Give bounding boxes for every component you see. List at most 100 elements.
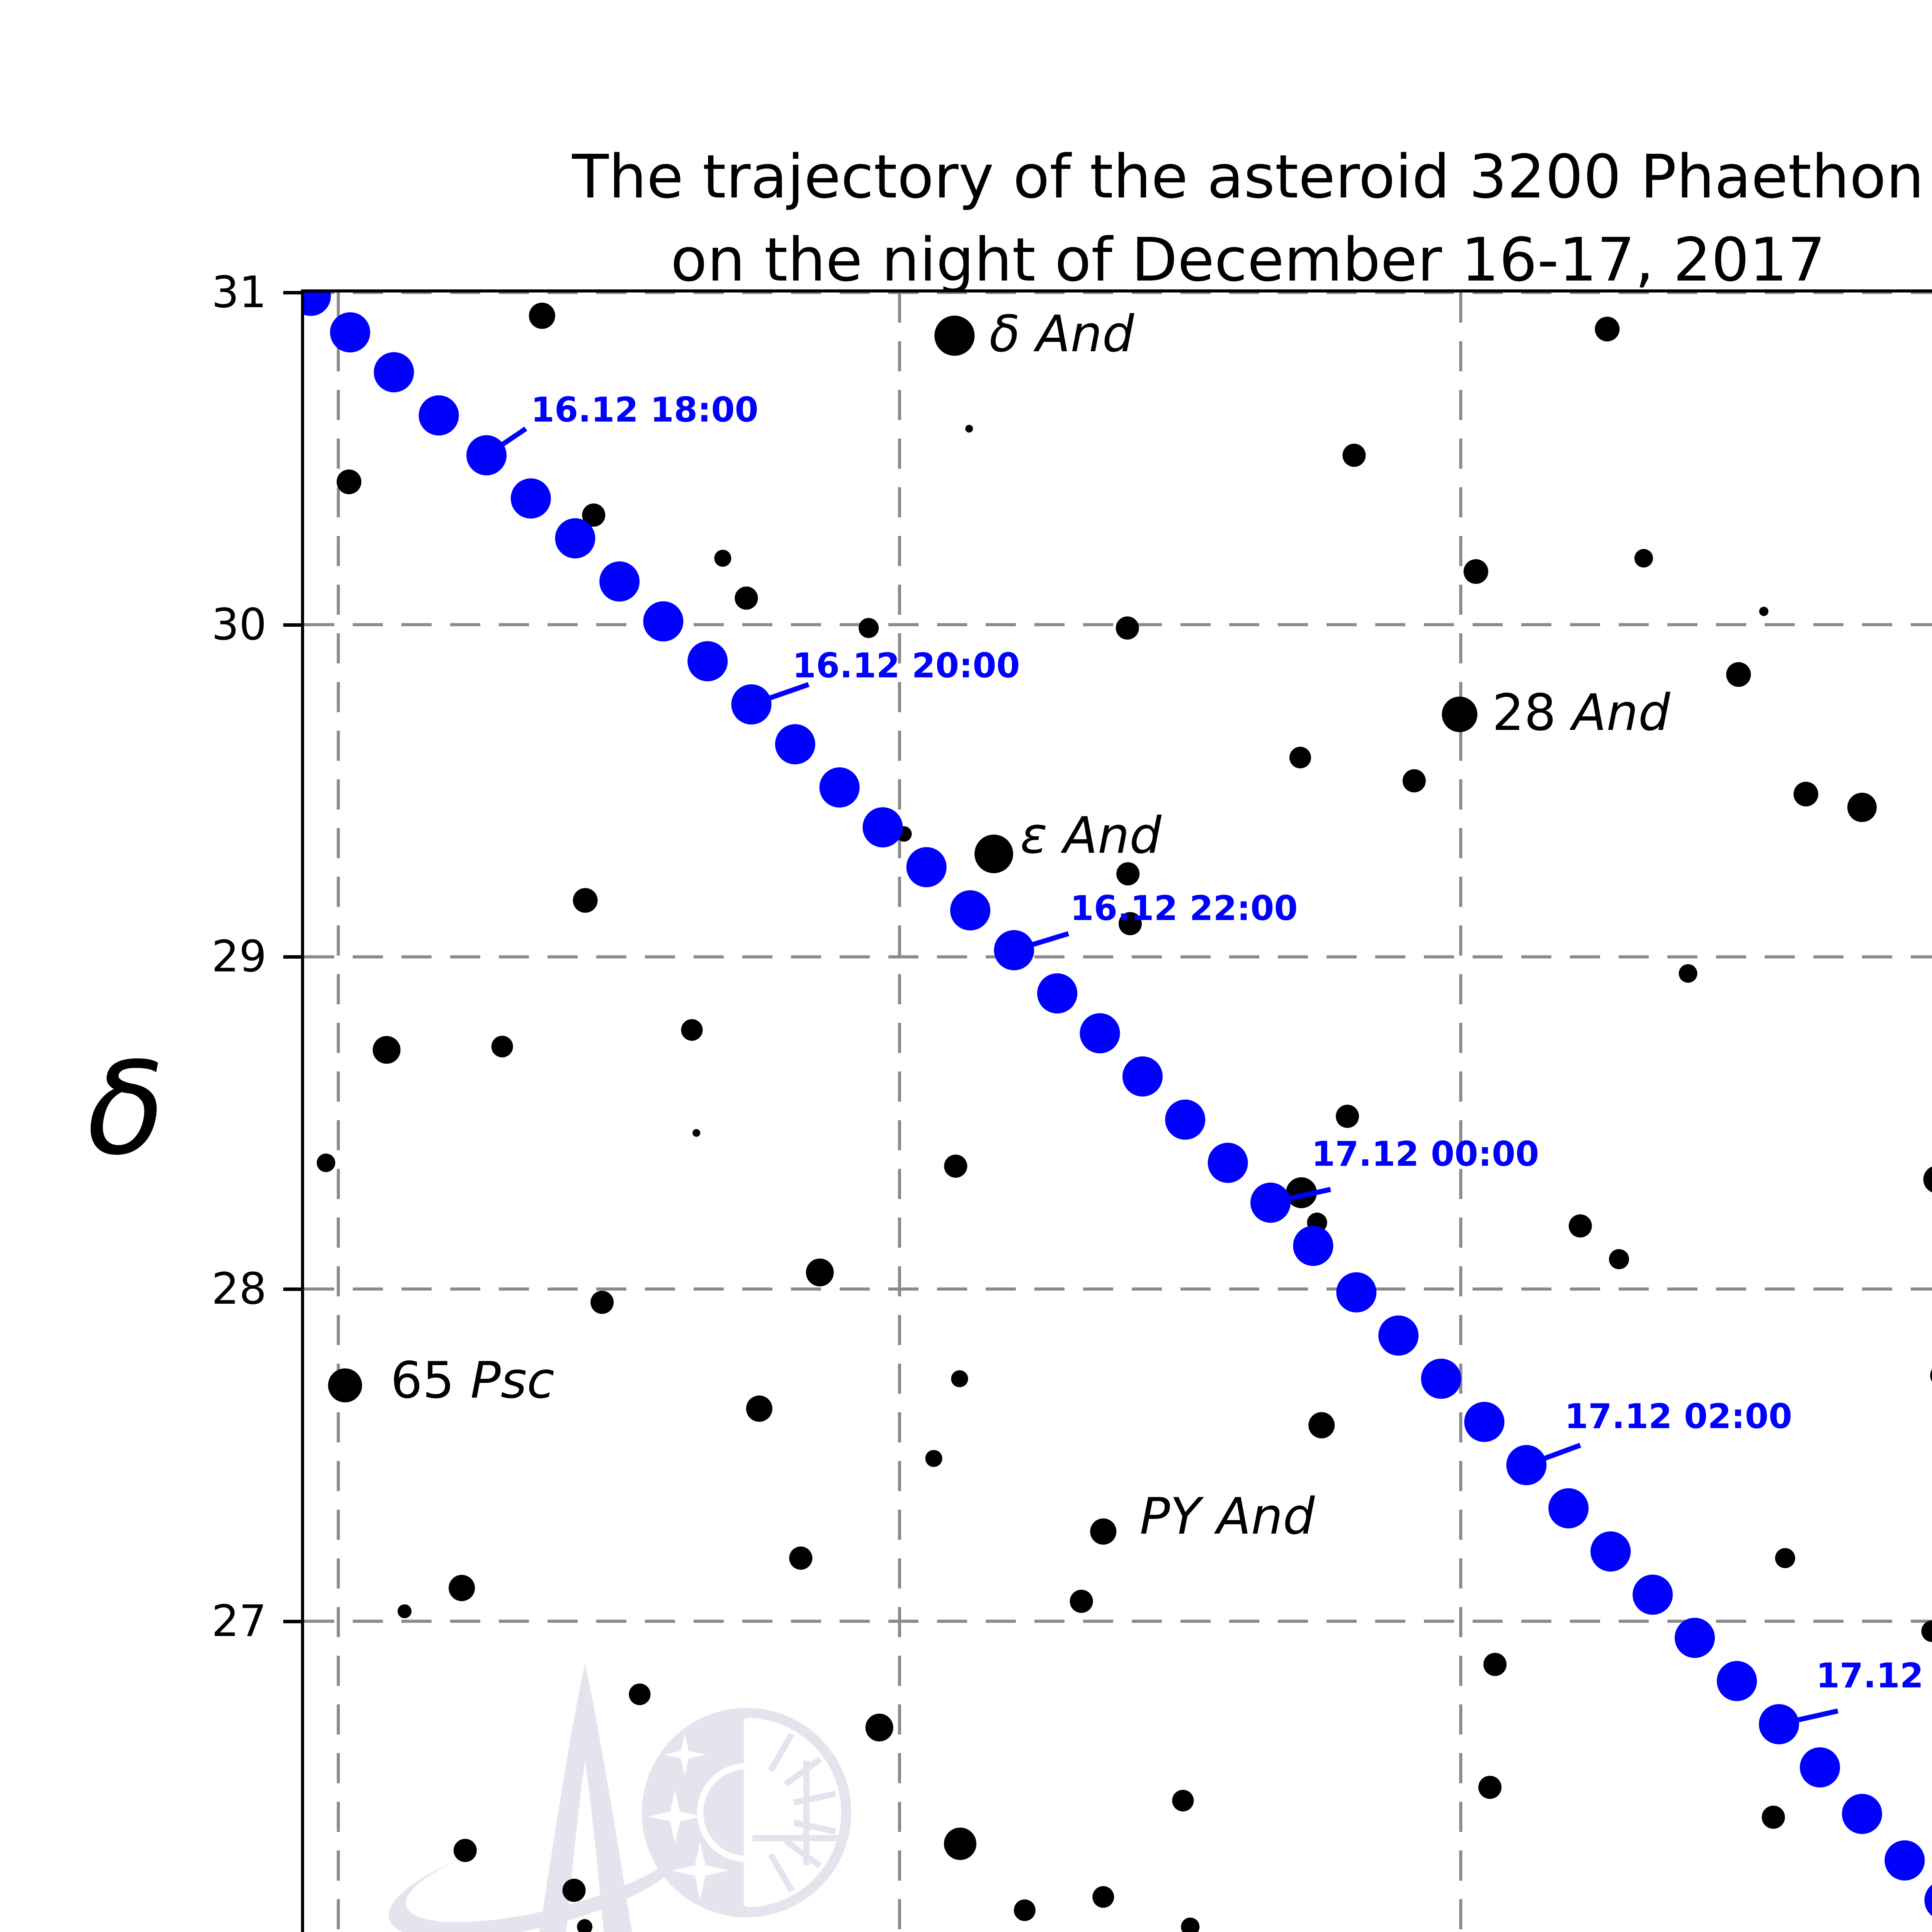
logo-ray bbox=[768, 1732, 795, 1772]
trajectory-dot bbox=[510, 478, 551, 519]
star-dot bbox=[1092, 1886, 1114, 1908]
star-dot bbox=[1930, 1369, 1932, 1382]
star-label-name: ε And bbox=[1020, 806, 1162, 865]
time-label: 16.12 22:00 bbox=[1070, 888, 1298, 928]
star-dot bbox=[965, 425, 973, 433]
y-tick-mark bbox=[283, 623, 301, 627]
chart-title-line2: on the night of December 16-17, 2017 bbox=[670, 225, 1826, 295]
star-dot bbox=[806, 1259, 834, 1287]
y-tick-mark bbox=[283, 1619, 301, 1623]
star-dot bbox=[1336, 1105, 1359, 1128]
star-dot bbox=[1172, 1789, 1194, 1811]
trajectory-dot bbox=[775, 724, 815, 765]
time-label-leader bbox=[1270, 1187, 1331, 1205]
star-label: ε And bbox=[1020, 810, 1161, 861]
star-dot bbox=[1483, 1653, 1507, 1676]
time-label: 17.12 00:00 bbox=[1311, 1134, 1539, 1174]
star-dot bbox=[1070, 1590, 1093, 1613]
star-label: δ And bbox=[989, 309, 1134, 359]
trajectory-dot bbox=[1884, 1840, 1925, 1881]
star-dot bbox=[1116, 862, 1140, 886]
star-label-number: 65 bbox=[390, 1350, 471, 1410]
time-label-leader bbox=[1013, 931, 1070, 953]
star-dot bbox=[449, 1575, 475, 1601]
y-tick-mark bbox=[283, 291, 301, 294]
trajectory-dot bbox=[1122, 1056, 1163, 1097]
trajectory-dot bbox=[1842, 1794, 1882, 1834]
star-label-number: 28 bbox=[1492, 683, 1572, 742]
y-tick-label-29: 29 bbox=[211, 932, 267, 982]
star-dot bbox=[1595, 316, 1620, 342]
star-dot bbox=[1118, 912, 1142, 935]
star-dot bbox=[1308, 1412, 1335, 1439]
time-label-leader bbox=[750, 682, 810, 707]
star-dot bbox=[1463, 559, 1488, 584]
star-dot bbox=[944, 1154, 968, 1178]
star-dot bbox=[1923, 1166, 1932, 1192]
star-dot bbox=[1568, 1214, 1592, 1238]
star-label-name: δ And bbox=[989, 304, 1134, 363]
logo-emblem-left-half bbox=[647, 1713, 747, 1912]
y-tick-label-31: 31 bbox=[211, 267, 267, 318]
star-dot bbox=[529, 303, 555, 329]
plot-area: 16.12 18:00 16.12 20:00 16.12 22:00 17.12 0… bbox=[301, 289, 1932, 1932]
star-dot bbox=[859, 618, 879, 638]
star-dot bbox=[735, 586, 758, 610]
star-dot bbox=[562, 1879, 586, 1902]
trajectory-dot bbox=[599, 561, 640, 602]
star-dot bbox=[1090, 1518, 1117, 1545]
star-label: PY And bbox=[1140, 1491, 1315, 1541]
y-tick-mark bbox=[283, 955, 301, 959]
star-dot bbox=[1609, 1249, 1629, 1269]
trajectory-dot bbox=[1293, 1226, 1333, 1266]
star-dot bbox=[629, 1683, 651, 1705]
star-dot bbox=[577, 1919, 593, 1932]
trajectory-dot bbox=[330, 312, 371, 353]
time-label: 17.12 02:00 bbox=[1565, 1396, 1793, 1437]
star-dot bbox=[789, 1546, 813, 1570]
star-dot bbox=[1342, 444, 1366, 467]
star-dot bbox=[1289, 747, 1311, 769]
star-dot bbox=[1286, 1177, 1317, 1208]
star-dot bbox=[1442, 696, 1478, 732]
star-dot bbox=[337, 469, 362, 495]
trajectory-dot bbox=[1080, 1013, 1120, 1054]
y-tick-label-27: 27 bbox=[211, 1596, 267, 1646]
star-dot bbox=[1921, 1620, 1932, 1642]
trajectory-dot bbox=[906, 847, 947, 888]
logo-ray bbox=[768, 1853, 795, 1893]
star-dot bbox=[1634, 549, 1653, 568]
trajectory-dot bbox=[643, 601, 684, 642]
chart-title-line1: The trajectory of the asteroid 3200 Phae… bbox=[572, 142, 1924, 212]
star-dot bbox=[1478, 1776, 1502, 1799]
star-dot bbox=[1775, 1548, 1795, 1568]
time-label-leader bbox=[1778, 1708, 1838, 1727]
trajectory-dot bbox=[1548, 1488, 1589, 1529]
time-label: 17.12 04:00 bbox=[1816, 1655, 1932, 1696]
star-dot bbox=[582, 503, 605, 527]
y-tick-mark bbox=[283, 1287, 301, 1291]
trajectory-dot bbox=[1421, 1359, 1461, 1399]
logo-ray bbox=[793, 1820, 836, 1835]
trajectory-dot bbox=[1208, 1143, 1248, 1183]
trajectory-dot bbox=[819, 767, 860, 808]
y-axis-label: δ bbox=[87, 1035, 165, 1183]
y-tick-label-30: 30 bbox=[211, 599, 267, 650]
trajectory-dot bbox=[418, 395, 459, 436]
trajectory-dot bbox=[466, 435, 507, 476]
star-dot bbox=[692, 1129, 701, 1137]
logo-arch bbox=[539, 1663, 632, 1932]
star-label-name: PY And bbox=[1139, 1487, 1315, 1546]
trajectory-dot bbox=[1675, 1617, 1715, 1658]
logo-ray bbox=[784, 1757, 822, 1787]
trajectory-dot bbox=[1378, 1315, 1419, 1356]
trajectory-dot bbox=[374, 352, 414, 393]
trajectory-dot bbox=[304, 293, 331, 316]
star-dot bbox=[681, 1019, 703, 1041]
time-label: 16.12 18:00 bbox=[531, 390, 759, 430]
trajectory-dot bbox=[687, 641, 728, 682]
observatory-logo-watermark bbox=[388, 1663, 851, 1932]
star-dot bbox=[1793, 782, 1818, 807]
trajectory-dot bbox=[1037, 973, 1078, 1014]
star-dot bbox=[491, 1036, 513, 1058]
